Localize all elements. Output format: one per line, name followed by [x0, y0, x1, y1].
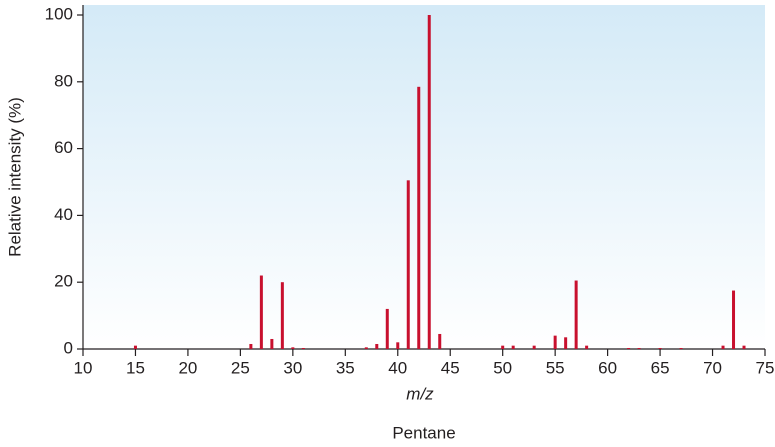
- bar: [627, 347, 631, 349]
- bar: [375, 343, 379, 349]
- chart-title: Pentane: [392, 423, 455, 442]
- bar: [721, 345, 725, 349]
- bar: [385, 308, 389, 349]
- x-tick-label: 60: [598, 358, 617, 377]
- x-tick-label: 45: [441, 358, 460, 377]
- y-tick-label: 60: [54, 138, 73, 157]
- bar: [574, 280, 578, 349]
- y-tick-label: 20: [54, 272, 73, 291]
- bar: [291, 347, 295, 349]
- y-tick-label: 0: [64, 338, 73, 357]
- y-tick-label: 100: [45, 4, 73, 23]
- x-tick-label: 20: [178, 358, 197, 377]
- bar: [417, 86, 421, 349]
- x-tick-label: 50: [493, 358, 512, 377]
- x-tick-label: 75: [756, 358, 775, 377]
- bar: [427, 15, 431, 349]
- y-tick-label: 80: [54, 71, 73, 90]
- plot-background: [83, 5, 765, 349]
- bar: [501, 345, 505, 349]
- bar: [732, 290, 736, 349]
- x-tick-label: 40: [388, 358, 407, 377]
- bar: [133, 345, 137, 349]
- bar: [301, 347, 305, 349]
- bar: [511, 345, 515, 349]
- x-tick-label: 65: [651, 358, 670, 377]
- x-tick-label: 70: [703, 358, 722, 377]
- y-axis-label: Relative intensity (%): [5, 97, 24, 257]
- x-tick-label: 30: [283, 358, 302, 377]
- bar: [532, 345, 536, 349]
- y-tick-label: 40: [54, 205, 73, 224]
- x-tick-label: 25: [231, 358, 250, 377]
- bar: [564, 337, 568, 349]
- bar: [679, 347, 683, 349]
- x-tick-label: 55: [546, 358, 565, 377]
- x-tick-label: 15: [126, 358, 145, 377]
- bar: [438, 333, 442, 349]
- bar: [270, 338, 274, 349]
- bar: [396, 342, 400, 349]
- x-tick-label: 10: [74, 358, 93, 377]
- bar: [553, 335, 557, 349]
- bar: [742, 345, 746, 349]
- bar: [259, 275, 263, 349]
- x-tick-label: 35: [336, 358, 355, 377]
- bar: [406, 180, 410, 349]
- bar: [658, 347, 662, 349]
- bar: [585, 345, 589, 349]
- bar: [280, 282, 284, 349]
- bar: [364, 347, 368, 349]
- bar: [637, 347, 641, 349]
- x-axis-label: m/z: [406, 384, 434, 403]
- bar: [249, 343, 253, 349]
